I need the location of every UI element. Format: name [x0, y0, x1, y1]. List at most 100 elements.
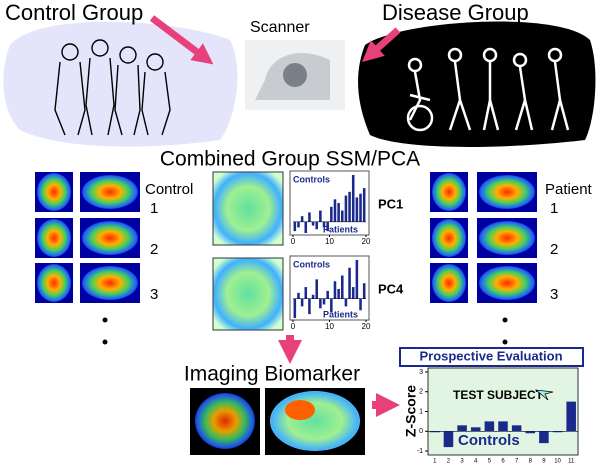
x-tick-label: 3: [460, 459, 464, 465]
bar: [348, 267, 351, 299]
bar: [443, 431, 454, 448]
brain-axial: [37, 173, 71, 211]
x-tick-label: 10: [325, 237, 334, 246]
bar: [297, 221, 300, 228]
bar: [322, 221, 326, 228]
group-label: Controls: [458, 432, 520, 449]
bar: [457, 425, 467, 432]
pc-bottom: Patients: [323, 224, 358, 234]
bar: [311, 294, 315, 299]
bar: [539, 431, 549, 444]
x-tick-label: 10: [325, 322, 334, 331]
brain-sagittal: [82, 221, 138, 255]
bar: [293, 298, 297, 318]
biomarker-label: Imaging Biomarker: [184, 363, 360, 386]
bar: [319, 298, 322, 309]
brain-sagittal: [82, 266, 138, 300]
bar: [308, 212, 311, 222]
bar: [566, 401, 576, 432]
bar: [315, 221, 319, 230]
brain-sagittal: [82, 175, 138, 209]
bar: [333, 199, 337, 222]
bar: [304, 287, 308, 299]
y-tick-label: -1: [417, 448, 423, 455]
x-tick-label: 9: [542, 459, 546, 465]
brain-axial: [37, 264, 71, 302]
bar: [322, 298, 326, 305]
bar: [300, 298, 304, 307]
eval-title: Prospective Evaluation: [419, 348, 562, 363]
bar: [359, 193, 362, 222]
bar: [297, 292, 300, 299]
x-tick-label: 0: [291, 322, 296, 331]
pc-top: Controls: [293, 174, 330, 184]
bar: [525, 431, 536, 434]
x-tick-label: 20: [362, 322, 371, 331]
bar: [326, 221, 329, 232]
brain-axial: [37, 219, 71, 257]
pc-label: PC4: [378, 281, 404, 296]
y-tick-label: 1: [419, 408, 423, 415]
y-tick-label: 0: [419, 428, 423, 435]
brain-sagittal: [479, 175, 535, 209]
ssm-title: Combined Group SSM/PCA: [160, 148, 420, 171]
bar: [355, 197, 359, 222]
control-label: Control: [145, 181, 193, 198]
bar: [498, 421, 508, 432]
x-tick-label: 10: [554, 459, 561, 465]
x-tick-label: 11: [568, 459, 575, 465]
pc-top: Controls: [293, 259, 330, 269]
x-tick-label: 4: [474, 459, 478, 465]
bar: [344, 298, 348, 307]
patient-label: Patient: [545, 181, 593, 198]
pc-bottom: Patients: [323, 309, 358, 319]
bar: [300, 216, 304, 222]
y-axis-label: Z-Score: [403, 385, 419, 437]
bar: [308, 298, 311, 315]
x-tick-label: 5: [488, 459, 492, 465]
bar: [330, 206, 333, 222]
disease-group: Disease Group: [382, 0, 529, 25]
bar: [470, 427, 481, 432]
brain-axial: [432, 264, 466, 302]
row-number: 2: [550, 241, 558, 258]
bar: [304, 221, 308, 233]
row-number: 3: [150, 286, 158, 303]
bar: [359, 298, 362, 311]
brain-sagittal: [479, 266, 535, 300]
bar: [315, 279, 319, 299]
row-number: 3: [550, 286, 558, 303]
row-number: 1: [550, 200, 558, 217]
y-tick-label: 3: [419, 369, 423, 376]
bar: [330, 298, 333, 313]
y-tick-label: 2: [419, 389, 423, 396]
layout: [3, 15, 596, 455]
bar: [311, 221, 315, 226]
bar: [337, 203, 340, 222]
bar: [355, 260, 359, 299]
bar: [333, 281, 337, 299]
bar: [293, 221, 297, 232]
row-number: 2: [150, 241, 158, 258]
bar: [552, 431, 563, 433]
annotation: TEST SUBJECT: [453, 388, 544, 402]
bar: [351, 287, 355, 299]
x-tick-label: 0: [291, 237, 296, 246]
brain-axial: [432, 219, 466, 257]
bar: [362, 188, 366, 222]
pc-label: PC1: [378, 196, 403, 211]
x-tick-label: 6: [501, 459, 505, 465]
bar: [348, 191, 351, 222]
bar: [430, 431, 440, 433]
x-tick-label: 20: [362, 237, 371, 246]
bar: [319, 210, 322, 222]
x-tick-label: 1: [433, 459, 437, 465]
brain-axial: [432, 173, 466, 211]
bar: [351, 175, 355, 222]
bar: [340, 210, 344, 222]
bar: [484, 421, 495, 432]
bar: [511, 425, 522, 432]
bar: [362, 283, 366, 299]
bar: [344, 195, 348, 222]
